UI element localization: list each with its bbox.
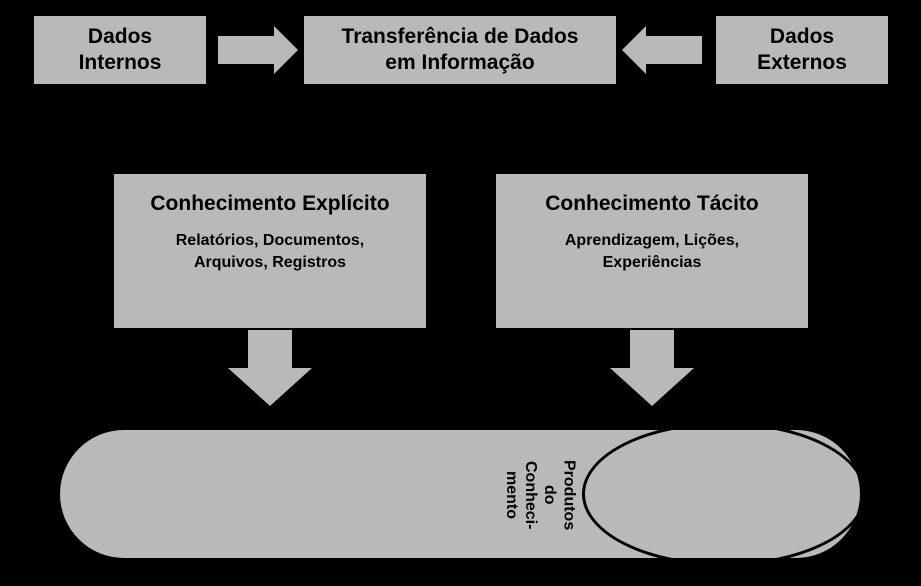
capsule-label: Produtos do Conheci- mento — [530, 436, 550, 554]
node-subtitle: Relatórios, Documentos, Arquivos, Regist… — [176, 230, 364, 273]
node-label: Dados Externos — [757, 24, 847, 77]
node-transferencia-centro: Transferência de Dados em Informação — [302, 14, 618, 86]
node-conhecimento-explicito: Conhecimento Explícito Relatórios, Docum… — [112, 172, 428, 330]
node-label: Dados Internos — [79, 24, 162, 77]
arrow-down-icon — [630, 330, 674, 370]
node-produtos-ellipse — [582, 422, 866, 566]
node-subtitle: Aprendizagem, Lições, Experiências — [565, 230, 739, 273]
node-conhecimento-tacito: Conhecimento Tácito Aprendizagem, Lições… — [494, 172, 810, 330]
node-dados-internos: Dados Internos — [32, 14, 208, 86]
arrow-down-icon — [248, 330, 292, 370]
node-dados-externos: Dados Externos — [714, 14, 890, 86]
arrow-left-icon — [644, 36, 702, 64]
node-title: Conhecimento Tácito — [545, 192, 759, 216]
node-label: Transferência de Dados em Informação — [342, 24, 579, 77]
arrow-right-icon — [218, 36, 276, 64]
node-title: Conhecimento Explícito — [150, 192, 389, 216]
